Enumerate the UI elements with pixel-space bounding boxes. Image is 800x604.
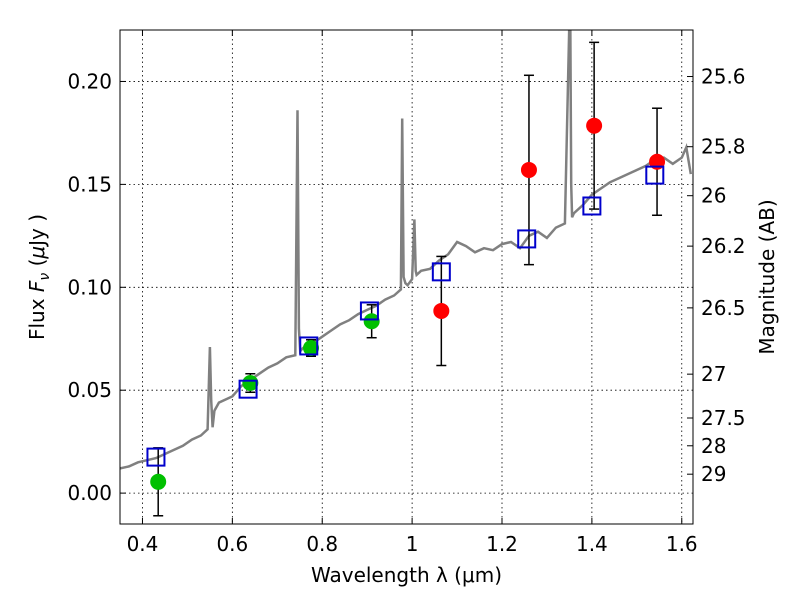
x-tick-label: 0.8 [306,532,338,556]
data-point-square [517,229,537,249]
data-point-circle [649,153,666,170]
data-points [146,41,666,517]
data-point-circle [242,375,259,392]
y-axis-label-unit-rest: Jy ) [25,214,49,248]
y2-axis-label: Magnitude (AB) [755,199,779,354]
y-tick-label: 0.05 [67,378,112,402]
data-point-square [238,379,258,399]
data-point-square [299,336,319,356]
y2-tick-label: 27 [701,362,726,386]
x-tick-label: 1 [406,532,419,556]
data-point-circle [150,473,167,490]
y2-tick-label: 29 [701,462,726,486]
y-axis-label-unit-open: ( [25,259,49,273]
x-tick-label: 1.4 [576,532,608,556]
data-point-square [645,165,665,185]
y-axis-label-subscript: ν [37,273,53,281]
data-point-square [146,447,166,467]
y2-tick-label: 27.5 [701,406,746,430]
y2-tick-label: 26.5 [701,296,746,320]
y2-tick-label: 25.8 [701,135,746,159]
x-tick-label: 1.6 [666,532,698,556]
axis-ticks: 0.4 0.6 0.8 1 1.2 1.4 1.6 0.00 0.05 0.10 0.15 0.20 2… [67,30,746,556]
y-tick-label: 0.15 [67,172,112,196]
data-point-square [582,196,602,216]
x-axis-label: Wavelength λ (μm) [311,563,502,587]
x-tick-label: 1.2 [486,532,518,556]
y-axis-label-symbol: F [25,280,49,292]
y-axis-label: Flux Fν (μJy ) [25,214,53,340]
y2-tick-label: 26.2 [701,234,746,258]
y-tick-label: 0.20 [67,69,112,93]
y2-tick-label: 28 [701,434,726,458]
y2-tick-label: 26 [701,184,726,208]
grid [120,30,693,524]
y-axis-label-text: Flux [25,292,49,340]
data-point-circle [520,161,537,178]
data-point-circle [586,117,603,134]
plot-frame [119,29,694,525]
y-tick-label: 0.10 [67,275,112,299]
x-tick-label: 0.6 [216,532,248,556]
data-point-circle [433,302,450,319]
y-axis-label-unit-mu: μ [25,246,49,260]
data-point-circle [363,313,380,330]
x-tick-label: 0.4 [127,532,159,556]
data-point-circle [303,340,319,357]
template-spectrum-line [120,30,693,470]
data-point-square [359,301,379,321]
y2-tick-label: 25.6 [701,65,746,89]
y-tick-label: 0.00 [67,481,112,505]
plot-area [120,30,693,517]
data-point-square [431,262,451,282]
